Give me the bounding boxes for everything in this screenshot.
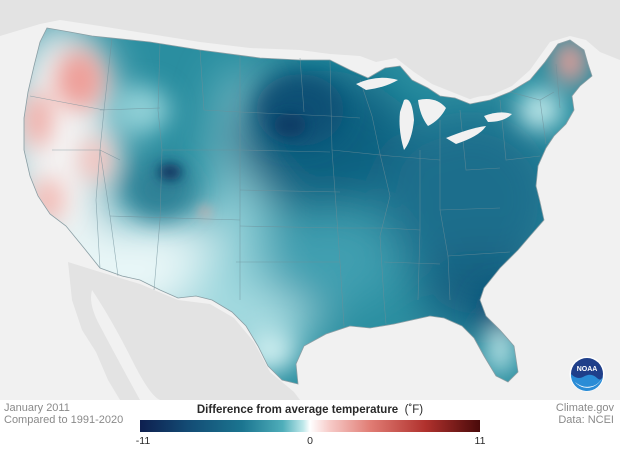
baseline-label: Compared to 1991-2020 — [4, 414, 124, 426]
legend-title-text: Difference from average temperature — [196, 404, 399, 416]
legend-colorbar — [140, 420, 480, 432]
baja-gulf — [91, 290, 160, 400]
legend-mid-label: 0 — [307, 435, 313, 447]
credit-label: Climate.gov — [555, 402, 614, 414]
legend-max-label: 11 — [474, 435, 486, 447]
noaa-logo-icon: NOAA — [569, 356, 605, 392]
noaa-logo-text: NOAA — [577, 366, 598, 373]
source-label: Data: NCEI — [558, 414, 614, 426]
temperature-anomaly-map — [0, 0, 620, 400]
map-panel: NOAA — [0, 0, 620, 400]
us-outline — [23, 27, 593, 385]
footer: January 2011 Compared to 1991-2020 Diffe… — [0, 400, 620, 450]
legend-min-label: -11 — [135, 435, 151, 447]
date-label: January 2011 — [4, 402, 70, 414]
legend-title: Difference from average temperature (˚F) — [140, 404, 480, 416]
legend-unit: (˚F) — [404, 404, 424, 416]
canada-land — [0, 0, 620, 100]
great-lakes — [356, 77, 512, 150]
